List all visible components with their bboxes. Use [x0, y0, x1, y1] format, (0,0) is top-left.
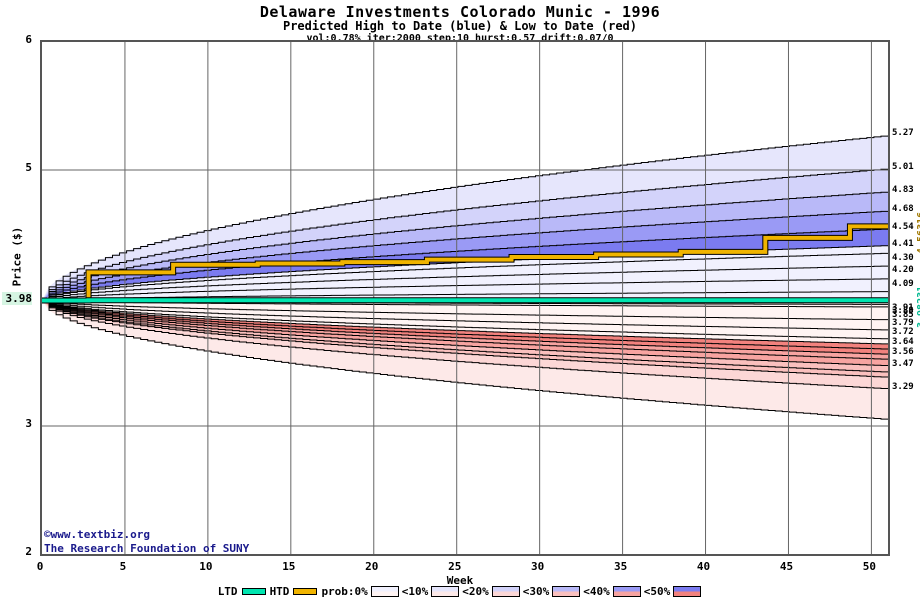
right-value-label: 4.41: [892, 238, 914, 249]
right-value-label: 3.79: [892, 317, 914, 328]
chart-parameters: vol:0.78% iter:2000 step:10 hurst:0.57 d…: [306, 33, 614, 44]
chart-canvas: [42, 42, 888, 554]
right-value-label: 4.68: [892, 203, 914, 214]
x-tick-label: 35: [613, 560, 628, 573]
legend-swatch: [612, 586, 641, 597]
chart-subtitle: Predicted High to Date (blue) & Low to D…: [282, 19, 637, 33]
right-value-label: 4.83: [892, 184, 914, 195]
x-tick-label: 15: [282, 560, 296, 573]
legend-swatch: [370, 586, 399, 597]
x-tick-label: 25: [448, 560, 462, 573]
legend-htd-label: HTD: [269, 585, 290, 598]
x-tick-label: 20: [365, 560, 379, 573]
right-value-label: 5.01: [892, 161, 914, 172]
legend-prob-label: prob:0%: [321, 585, 368, 598]
x-tick-label: 30: [531, 560, 545, 573]
htd-end-label: 4.56316: [916, 211, 920, 254]
x-tick-label: 0: [36, 560, 44, 573]
right-value-label: 3.29: [892, 381, 914, 392]
legend-band-swatches: <10% <20% <30% <40% <50%: [369, 585, 704, 598]
right-value-label: 5.27: [892, 128, 914, 139]
legend-band-label: <50%: [643, 585, 671, 598]
x-tick-label: 45: [779, 560, 794, 573]
right-value-label: 3.88: [892, 306, 914, 317]
right-value-label: 3.47: [892, 358, 914, 369]
x-tick-label: 50: [862, 560, 877, 573]
y-tick-label: 5: [25, 161, 32, 174]
right-value-label: 4.20: [892, 265, 914, 276]
legend-band-label: <40%: [583, 585, 610, 598]
chart-legend: LTD HTD prob:0% <10% <20% <30% <40% <50%: [0, 585, 920, 598]
right-value-label: 3.85: [892, 310, 914, 321]
legend-swatch: [673, 586, 702, 597]
start-price-label: 3.98: [2, 291, 32, 305]
chart-title: Delaware Investments Colorado Munic - 19…: [259, 3, 661, 21]
right-value-label: 4.54: [892, 221, 914, 232]
legend-swatch: [552, 586, 581, 597]
y-tick-label: 3: [25, 417, 32, 430]
x-tick-label: 10: [199, 560, 213, 573]
right-value-label: 3.91: [892, 302, 914, 313]
legend-band-label: <10%: [401, 585, 429, 598]
y-tick-label: 2: [25, 545, 32, 558]
ltd-end-label: 3.98231: [916, 286, 920, 329]
right-value-label: 3.64: [892, 337, 914, 348]
right-value-label: 3.56: [892, 347, 914, 358]
legend-band-label: <20%: [462, 585, 489, 598]
legend-ltd-swatch: [241, 588, 266, 595]
legend-swatch: [491, 586, 520, 597]
x-tick-label: 5: [119, 560, 127, 573]
legend-swatch: [431, 586, 460, 597]
legend-ltd: LTD: [217, 585, 269, 598]
legend-ltd-label: LTD: [217, 585, 238, 598]
legend-prob: prob:0%: [320, 585, 368, 598]
right-value-label: 4.09: [892, 279, 914, 290]
x-axis-title: Week: [446, 574, 474, 587]
credit-text: ©www.textbiz.org The Research Foundation…: [44, 528, 250, 555]
legend-htd: HTD: [269, 585, 321, 598]
legend-band-label: <30%: [522, 585, 550, 598]
plot-area: [40, 40, 890, 556]
legend-htd-swatch: [293, 588, 318, 595]
right-value-label: 3.72: [892, 326, 914, 337]
y-tick-label: 6: [25, 33, 32, 46]
y-axis-title: Price ($): [10, 226, 24, 287]
right-value-label: 4.30: [892, 252, 914, 263]
x-tick-label: 40: [696, 560, 711, 573]
